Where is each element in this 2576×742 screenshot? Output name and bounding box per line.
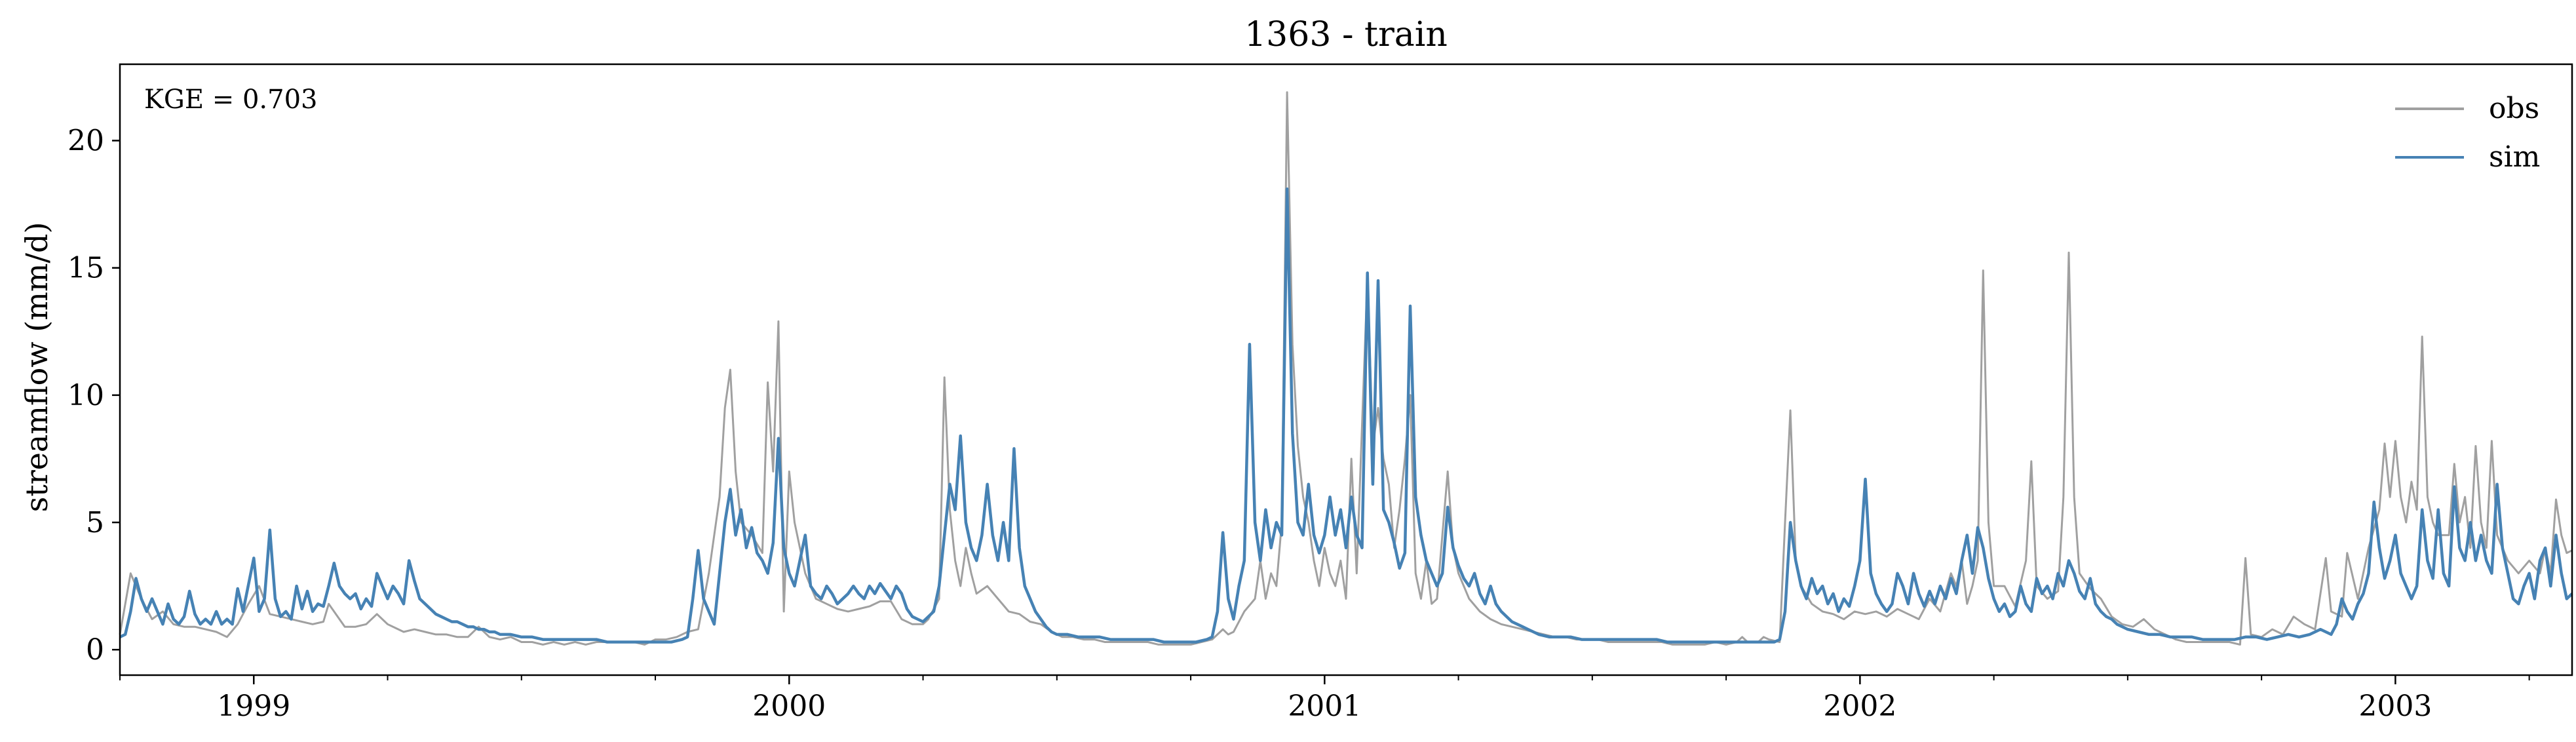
x-tick-label: 2001 — [1288, 690, 1361, 723]
y-axis-label: streamflow (mm/d) — [19, 222, 54, 513]
y-tick-label: 0 — [86, 633, 104, 667]
series-line-obs — [119, 91, 2573, 646]
legend-obs-label: obs — [2489, 92, 2539, 125]
x-tick-label: 1999 — [217, 690, 290, 723]
y-tick-label: 20 — [67, 125, 104, 158]
y-tick-label: 15 — [67, 252, 104, 285]
kge-annotation: KGE = 0.703 — [144, 85, 318, 115]
legend-sim-label: sim — [2489, 140, 2540, 174]
x-tick-label: 2002 — [1823, 690, 1896, 723]
series-line-sim — [119, 187, 2573, 644]
x-tick-label: 2003 — [2358, 690, 2432, 723]
chart-title: 1363 - train — [1244, 15, 1448, 54]
plot-frame — [119, 63, 2573, 676]
axes: 0 5 10 15 20 1999 2000 2001 2002 2003 — [67, 125, 2530, 723]
y-tick-label: 10 — [67, 379, 104, 412]
y-tick-label: 5 — [86, 506, 104, 539]
legend: obs sim — [2395, 92, 2540, 174]
x-tick-label: 2000 — [752, 690, 826, 723]
plot-area — [119, 91, 2573, 646]
